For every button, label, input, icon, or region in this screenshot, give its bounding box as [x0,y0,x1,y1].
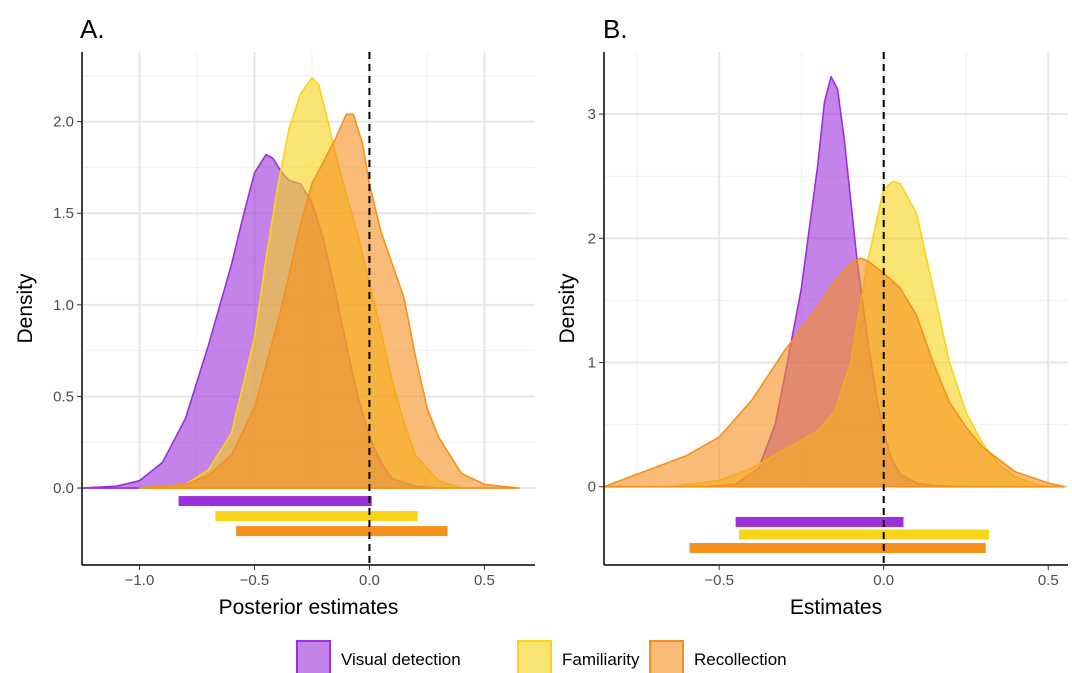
x-tick-label: 0.5 [1038,572,1059,589]
interval-bar-recollection [236,526,448,537]
interval-bar-familiarity [215,511,418,522]
interval-bar-visual-detection [735,516,904,527]
panel-a: −1.0 −0.5 0.0 0.5 0.0 0.5 1.0 1.5 2.0 A. Posterior… [14,14,535,619]
interval-bar-recollection [689,543,986,553]
y-tick-label: 1.5 [53,205,74,222]
y-tick-label: 1 [588,355,596,372]
panel-b: −0.5 0.0 0.5 0 1 2 3 B. Estimates Density [556,14,1068,619]
y-axis-title: Density [556,273,579,344]
x-tick-label: 0.0 [359,572,380,589]
y-tick-label: 2 [588,230,596,247]
legend-label-visual-detection: Visual detection [341,650,461,669]
panel-title: B. [603,14,628,44]
x-tick-label: −0.5 [240,572,270,589]
legend-swatch-recollection [649,640,684,673]
legend-label-recollection: Recollection [694,650,787,669]
x-axis-title: Posterior estimates [219,596,399,619]
x-axis-title: Estimates [790,596,882,619]
panel-title: A. [80,14,105,44]
x-tick-label: 0.5 [474,572,495,589]
x-tick-label: −0.5 [704,572,734,589]
y-tick-label: 2.0 [53,114,74,131]
x-tick-label: −1.0 [125,572,155,589]
x-tick-label: 0.0 [873,572,894,589]
legend: Visual detection Familiarity Recollection [296,640,787,673]
density-area-recollection [603,257,1066,488]
interval-bar-familiarity [738,529,990,540]
y-tick-label: 1.0 [53,297,74,314]
legend-label-familiarity: Familiarity [562,650,640,669]
interval-bar-visual-detection [178,496,372,507]
density-area-recollection [138,113,520,489]
legend-swatch-visual-detection [296,640,331,673]
legend-swatch-familiarity [517,640,552,673]
y-tick-label: 0.5 [53,388,74,405]
y-tick-label: 3 [588,106,596,123]
y-tick-label: 0 [588,479,596,496]
y-tick-label: 0.0 [53,480,74,497]
y-axis-title: Density [14,273,37,344]
